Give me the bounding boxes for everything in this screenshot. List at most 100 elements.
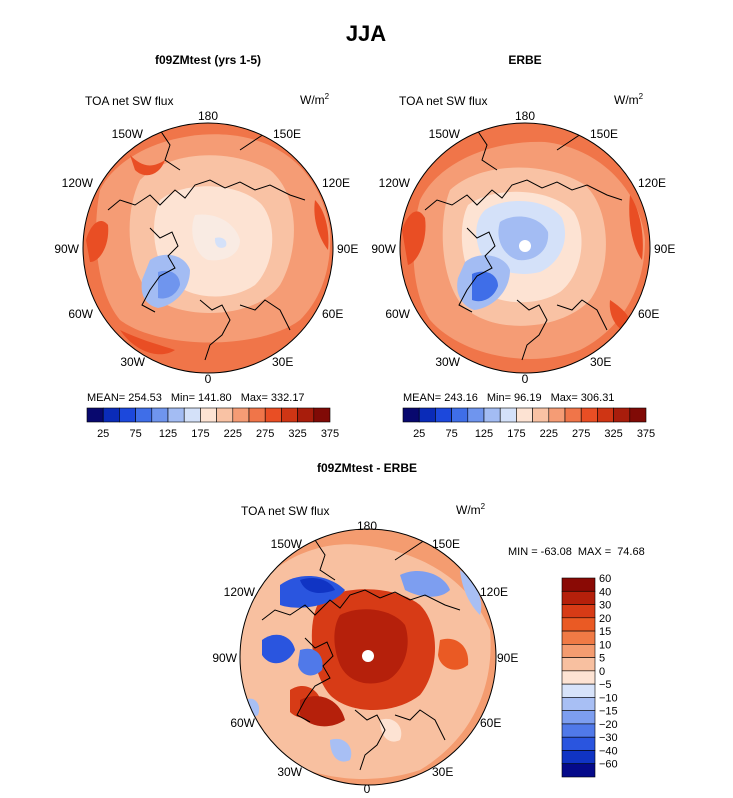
panel-model-lon-label: 150W — [112, 127, 144, 141]
panel-obs-lon-label: 0 — [522, 372, 529, 386]
panel-diff-lon-label: 180 — [357, 519, 377, 533]
figure-title: JJA — [346, 21, 386, 46]
panel-model-lon-label: 150E — [273, 127, 301, 141]
panel-obs-colorbar-label: 125 — [475, 428, 493, 440]
panel-obs-colorbar-swatch — [597, 407, 614, 423]
panel-obs-colorbar-swatch — [629, 407, 647, 423]
panel-obs-map-border — [399, 122, 651, 374]
panel-model-lon-label: 90W — [54, 242, 79, 256]
panel-diff-colorbar-swatch — [561, 750, 596, 765]
panel-diff: f09ZMtest - ERBE TOA net SW flux W/m2 — [212, 461, 644, 796]
panel-obs-colorbar-label: 225 — [540, 428, 558, 440]
panel-obs-colorbar: 25 75 125 175 225 275 325 375 — [402, 407, 655, 440]
panel-model-map — [83, 123, 333, 373]
panel-obs-lon-label: 150E — [590, 127, 618, 141]
panel-diff-lon-label: 0 — [364, 782, 371, 796]
panel-diff-lon-label: 150E — [432, 537, 460, 551]
panel-diff-lon-label: 150W — [271, 537, 303, 551]
panel-obs-lon-label: 90W — [371, 242, 396, 256]
panel-obs-colorbar-label: 25 — [413, 428, 425, 440]
panel-diff-lon-label: 30E — [432, 765, 453, 779]
panel-diff-colorbar-label: 20 — [599, 613, 611, 625]
panel-diff-colorbar-swatch — [561, 590, 596, 605]
panel-obs-variable: TOA net SW flux — [399, 94, 487, 108]
panel-obs-colorbar-swatch — [467, 407, 485, 423]
panel-obs-colorbar-swatch — [613, 407, 631, 423]
panel-model-lon-label: 180 — [198, 109, 218, 123]
panel-model-colorbar: 25 75 125 175 225 275 325 375 — [86, 407, 339, 440]
panel-diff-stats: MIN = -63.08 MAX = 74.68 — [508, 546, 645, 558]
panel-diff-variable: TOA net SW flux — [241, 504, 329, 518]
panel-obs-colorbar-label: 325 — [604, 428, 622, 440]
panel-model-units-exp: 2 — [325, 92, 330, 101]
panel-diff-colorbar-swatch — [561, 577, 596, 592]
panel-model-colorbar-swatch — [151, 407, 169, 423]
panel-diff-colorbar-swatch — [561, 763, 596, 778]
panel-obs-colorbar-swatch — [532, 407, 550, 423]
panel-diff-colorbar-label: 15 — [599, 626, 611, 638]
panel-diff-colorbar-swatch — [561, 683, 596, 698]
panel-obs-colorbar-swatch — [451, 407, 469, 423]
panel-diff-units-exp: 2 — [481, 502, 486, 511]
panel-diff-colorbar-swatch — [561, 670, 596, 685]
panel-obs-colorbar-swatch — [483, 407, 501, 423]
panel-model-title: f09ZMtest (yrs 1-5) — [155, 53, 261, 67]
panel-obs-lon-label: 150W — [429, 127, 461, 141]
panel-diff-pole-hole — [362, 650, 374, 662]
panel-model-lon-label: 90E — [337, 242, 358, 256]
panel-obs-colorbar-swatch — [580, 407, 598, 423]
panel-diff-units: W/m2 — [456, 502, 486, 517]
panel-diff-colorbar-label: 30 — [599, 600, 611, 612]
panel-diff-colorbar-swatch — [561, 710, 596, 725]
panel-model-lon-label: 0 — [205, 372, 212, 386]
panel-model-colorbar-label: 225 — [224, 428, 242, 440]
panel-diff-colorbar-label: −10 — [599, 692, 618, 704]
panel-diff-colorbar-label: −60 — [599, 759, 618, 771]
panel-obs-colorbar-swatch — [418, 407, 436, 423]
panel-obs-colorbar-swatch — [564, 407, 582, 423]
panel-diff-colorbar-label: −30 — [599, 732, 618, 744]
panel-diff-title: f09ZMtest - ERBE — [317, 461, 417, 475]
panel-diff-colorbar-label: −40 — [599, 745, 618, 757]
panel-model-lon-label: 60E — [322, 307, 343, 321]
panel-diff-lon-label: 90E — [497, 651, 518, 665]
panel-model-colorbar-swatch — [232, 407, 250, 423]
panel-diff-colorbar-swatch — [561, 617, 596, 632]
panel-model-colorbar-swatch — [297, 407, 315, 423]
panel-model-lon-label: 60W — [68, 307, 93, 321]
panel-diff-colorbar-label: −5 — [599, 679, 612, 691]
panel-diff-colorbar-label: 60 — [599, 573, 611, 585]
panel-obs-colorbar-label: 75 — [445, 428, 457, 440]
panel-obs: ERBE TOA net SW flux W/m2 180 150 — [371, 53, 675, 440]
panel-model-colorbar-swatch — [200, 407, 217, 423]
panel-obs-units-exp: 2 — [639, 92, 644, 101]
panel-model-lon-label: 120E — [322, 176, 350, 190]
panel-model-colorbar-swatch — [167, 407, 185, 423]
panel-model-map-border — [82, 122, 334, 374]
panel-model-colorbar-label: 75 — [129, 428, 141, 440]
panel-diff-colorbar-swatch — [561, 657, 596, 672]
panel-obs-colorbar-swatch — [516, 407, 533, 423]
panel-obs-colorbar-label: 175 — [507, 428, 525, 440]
panel-obs-colorbar-label: 375 — [637, 428, 655, 440]
panel-diff-colorbar-swatch — [561, 644, 596, 658]
panel-model-colorbar-label: 375 — [321, 428, 339, 440]
panel-obs-colorbar-swatch — [548, 407, 566, 423]
panel-model-colorbar-swatch — [119, 407, 136, 423]
panel-model-colorbar-swatch — [216, 407, 234, 423]
panel-model-colorbar-swatch — [135, 407, 153, 423]
panel-diff-colorbar-label: 5 — [599, 653, 605, 665]
panel-obs-lon-label: 30W — [435, 355, 460, 369]
panel-diff-colorbar-label: 0 — [599, 666, 605, 678]
panel-model-lon-label: 120W — [62, 176, 94, 190]
panel-obs-lon-label: 90E — [654, 242, 675, 256]
panel-diff-colorbar-swatch — [561, 604, 596, 619]
panel-obs-colorbar-swatch — [435, 407, 452, 423]
panel-diff-colorbar-swatch — [561, 736, 596, 751]
panel-diff-colorbar-label: 40 — [599, 586, 611, 598]
panel-diff-map-border — [239, 528, 497, 786]
panel-obs-lon-label: 60E — [638, 307, 659, 321]
panel-obs-stats: MEAN= 243.16 Min= 96.19 Max= 306.31 — [403, 392, 614, 404]
